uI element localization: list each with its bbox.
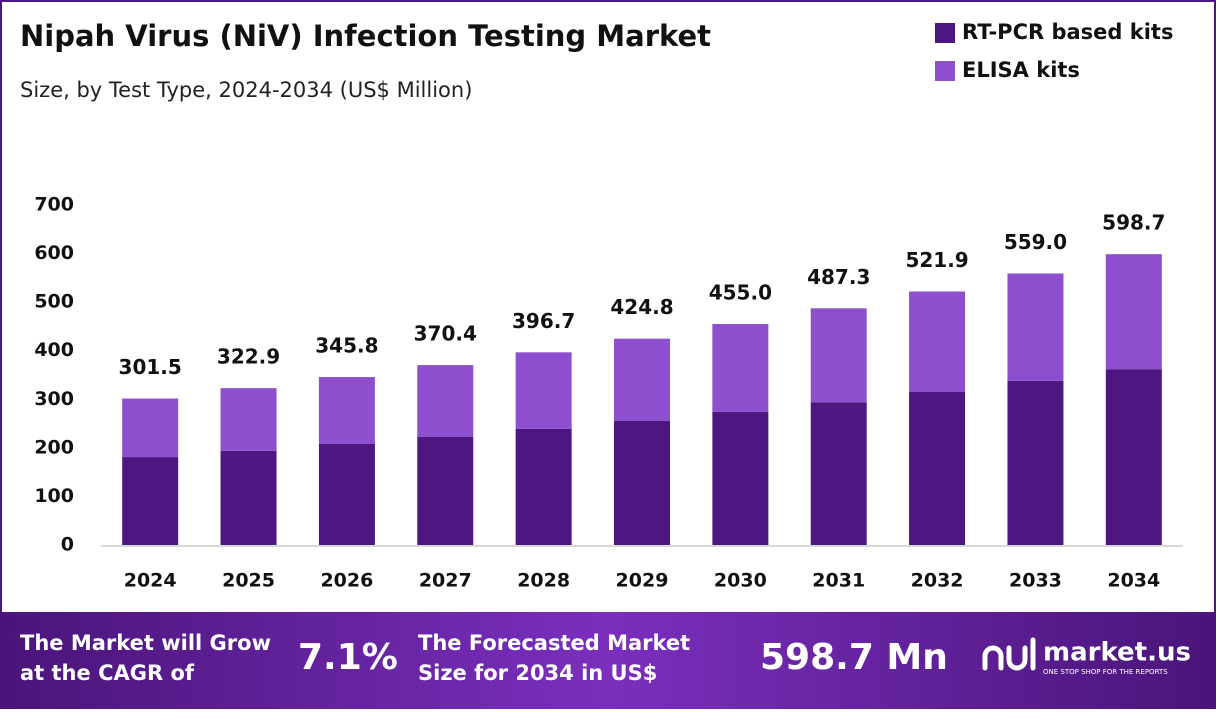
total-label: 396.7 [512, 309, 575, 333]
chart-subtitle: Size, by Test Type, 2024-2034 (US$ Milli… [20, 78, 472, 102]
chart-title: Nipah Virus (NiV) Infection Testing Mark… [20, 19, 711, 53]
forecast-value: 598.7 Mn [760, 637, 948, 678]
bar-segment [515, 352, 572, 429]
y-tick-label: 500 [34, 291, 74, 313]
x-tick-label: 2034 [1107, 570, 1160, 592]
bar-segment [220, 450, 277, 545]
bar-segment [515, 428, 572, 545]
cagr-line: at the CAGR of [20, 661, 195, 685]
total-label: 455.0 [709, 281, 772, 305]
legend-label: RT-PCR based kits [962, 20, 1173, 44]
tagline: ONE STOP SHOP FOR THE REPORTS [1043, 668, 1168, 676]
bar-segment [417, 436, 474, 545]
total-label: 424.8 [610, 295, 673, 319]
legend-swatch [935, 61, 955, 81]
cagr-text: The Market will Grow at the CAGR of [20, 631, 278, 685]
bar-segment [417, 365, 474, 437]
x-tick-label: 2033 [1009, 570, 1062, 592]
total-label: 559.0 [1004, 230, 1067, 254]
y-tick-label: 0 [61, 534, 74, 556]
bar-segment [122, 398, 179, 458]
total-label: 487.3 [807, 265, 870, 289]
y-tick-label: 400 [34, 339, 74, 361]
bar-segment [712, 324, 769, 412]
forecast-line: Size for 2034 in US$ [418, 661, 657, 685]
x-tick-label: 2024 [124, 570, 177, 592]
bar-segment [810, 308, 867, 403]
legend-label: ELISA kits [962, 58, 1080, 82]
bar-segment [318, 443, 375, 545]
y-tick-label: 200 [34, 436, 74, 458]
cagr-value: 7.1% [298, 637, 398, 678]
forecast-text: The Forecasted Market Size for 2034 in U… [418, 631, 698, 685]
bar-segment [712, 411, 769, 545]
y-tick-label: 300 [34, 388, 74, 410]
x-tick-label: 2030 [714, 570, 767, 592]
logo-icon [982, 637, 1036, 671]
footer-band [0, 612, 1216, 709]
x-tick-label: 2029 [616, 570, 669, 592]
brand: market.us [1043, 638, 1191, 668]
x-tick-label: 2026 [320, 570, 373, 592]
total-label: 345.8 [315, 334, 378, 358]
legend-swatch [935, 23, 955, 43]
bar-segment [122, 457, 179, 545]
bar-segment [909, 291, 966, 392]
bar-segment [1105, 254, 1162, 370]
bar-segment [909, 392, 966, 545]
x-tick-label: 2032 [911, 570, 964, 592]
forecast-line: The Forecasted Market [418, 631, 690, 655]
y-tick-label: 100 [34, 485, 74, 507]
bar-segment [1007, 273, 1064, 381]
bar-segment [1105, 369, 1162, 545]
x-tick-label: 2027 [419, 570, 472, 592]
total-label: 521.9 [905, 248, 968, 272]
x-tick-label: 2025 [222, 570, 275, 592]
bar-segment [614, 420, 670, 545]
bar-segment [318, 377, 375, 444]
total-label: 598.7 [1102, 211, 1165, 235]
total-label: 322.9 [217, 345, 280, 369]
bar-segment [810, 402, 867, 545]
bar-segment [1007, 380, 1064, 545]
cagr-line: The Market will Grow [20, 631, 271, 655]
bar-segment [614, 338, 670, 421]
y-tick-label: 700 [34, 194, 74, 216]
x-tick-label: 2028 [517, 570, 570, 592]
bar-segment [220, 388, 277, 451]
x-tick-label: 2031 [812, 570, 865, 592]
total-label: 301.5 [119, 355, 182, 379]
total-label: 370.4 [414, 322, 477, 346]
y-tick-label: 600 [34, 242, 74, 264]
